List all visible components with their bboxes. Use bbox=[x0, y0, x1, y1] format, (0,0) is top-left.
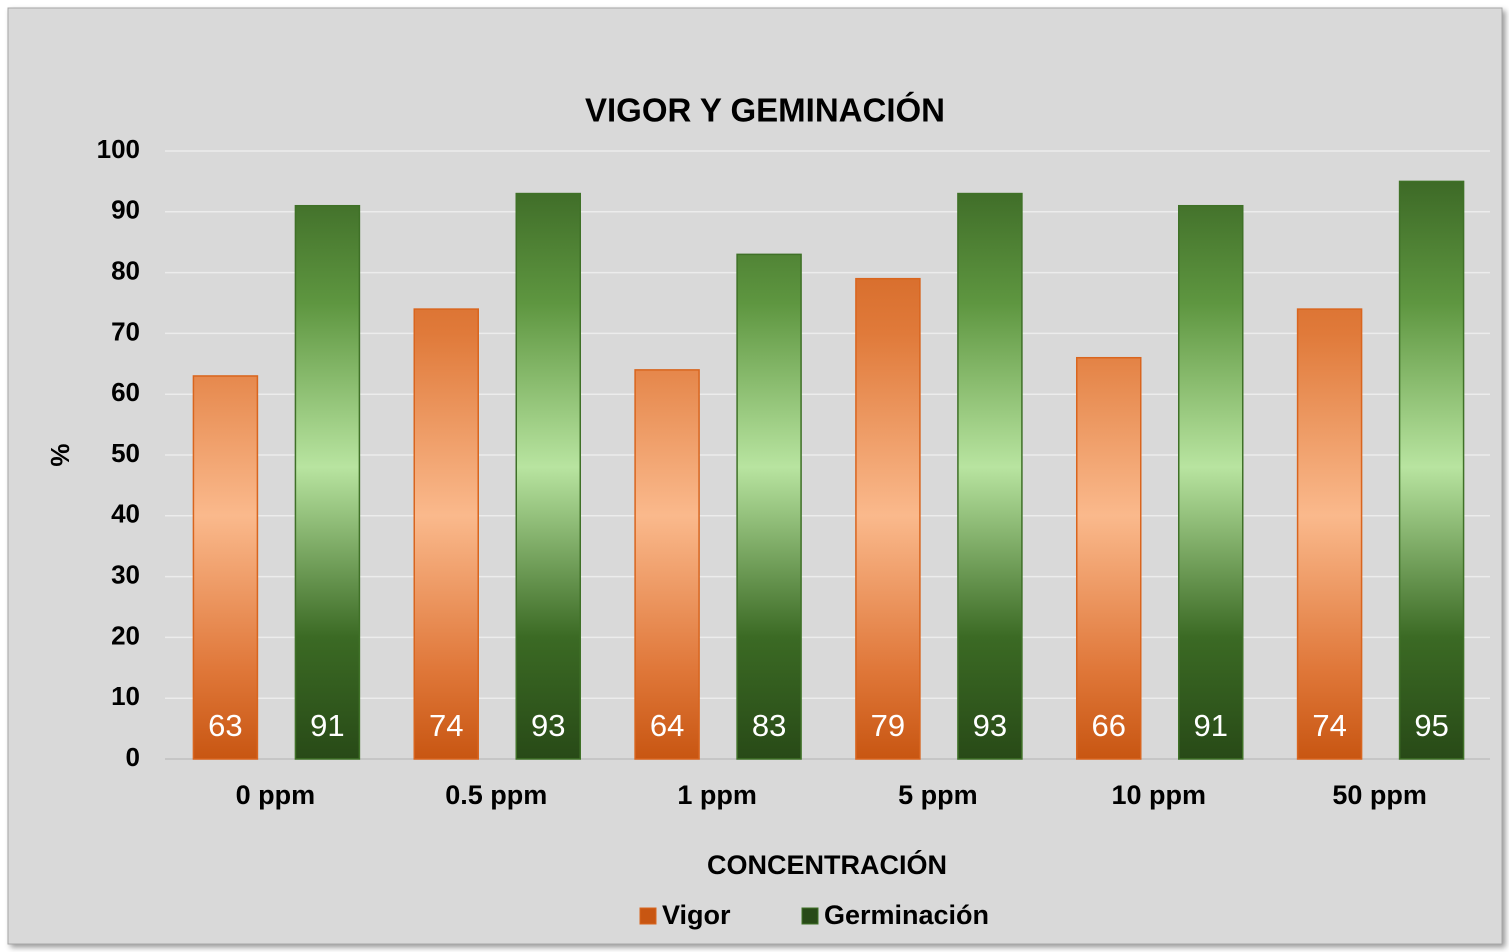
bar bbox=[1178, 204, 1244, 760]
bar bbox=[515, 192, 581, 760]
data-label: 83 bbox=[752, 708, 786, 743]
chart-title: VIGOR Y GEMINACIÓN bbox=[585, 92, 945, 129]
data-label: 74 bbox=[429, 708, 463, 743]
bar bbox=[855, 277, 921, 760]
data-label: 93 bbox=[973, 708, 1007, 743]
y-axis-title: % bbox=[45, 443, 75, 466]
y-tick-label: 70 bbox=[111, 316, 140, 346]
data-label: 91 bbox=[1194, 708, 1228, 743]
bar bbox=[1076, 356, 1142, 760]
data-label: 74 bbox=[1312, 708, 1346, 743]
y-tick-label: 40 bbox=[111, 499, 140, 529]
bar bbox=[413, 308, 479, 760]
data-label: 63 bbox=[208, 708, 242, 743]
data-label: 95 bbox=[1414, 708, 1448, 743]
y-tick-label: 10 bbox=[111, 681, 140, 711]
x-tick-label: 0.5 ppm bbox=[445, 780, 547, 810]
bar bbox=[957, 192, 1023, 760]
bar bbox=[192, 375, 259, 760]
bar bbox=[1296, 308, 1363, 760]
bar bbox=[294, 204, 361, 760]
y-tick-label: 50 bbox=[111, 438, 140, 468]
y-tick-label: 80 bbox=[111, 255, 140, 285]
x-tick-label: 5 ppm bbox=[898, 780, 978, 810]
legend-swatch bbox=[639, 907, 657, 925]
y-tick-label: 100 bbox=[97, 134, 140, 164]
y-tick-label: 90 bbox=[111, 195, 140, 225]
y-tick-label: 30 bbox=[111, 559, 140, 589]
x-tick-label: 50 ppm bbox=[1332, 780, 1427, 810]
x-tick-label: 1 ppm bbox=[677, 780, 757, 810]
y-tick-label: 20 bbox=[111, 620, 140, 650]
x-axis-title: CONCENTRACIÓN bbox=[707, 849, 947, 880]
legend-label: Vigor bbox=[662, 900, 731, 930]
bar bbox=[634, 369, 700, 760]
y-tick-label: 0 bbox=[126, 742, 140, 772]
legend-swatch bbox=[801, 907, 819, 925]
bar bbox=[1398, 180, 1465, 760]
bar bbox=[736, 253, 802, 760]
data-label: 79 bbox=[871, 708, 905, 743]
y-tick-label: 60 bbox=[111, 377, 140, 407]
x-tick-label: 10 ppm bbox=[1111, 780, 1206, 810]
data-label: 66 bbox=[1092, 708, 1126, 743]
data-label: 64 bbox=[650, 708, 684, 743]
data-label: 91 bbox=[310, 708, 344, 743]
data-label: 93 bbox=[531, 708, 565, 743]
x-tick-label: 0 ppm bbox=[236, 780, 316, 810]
legend-label: Germinación bbox=[824, 900, 989, 930]
